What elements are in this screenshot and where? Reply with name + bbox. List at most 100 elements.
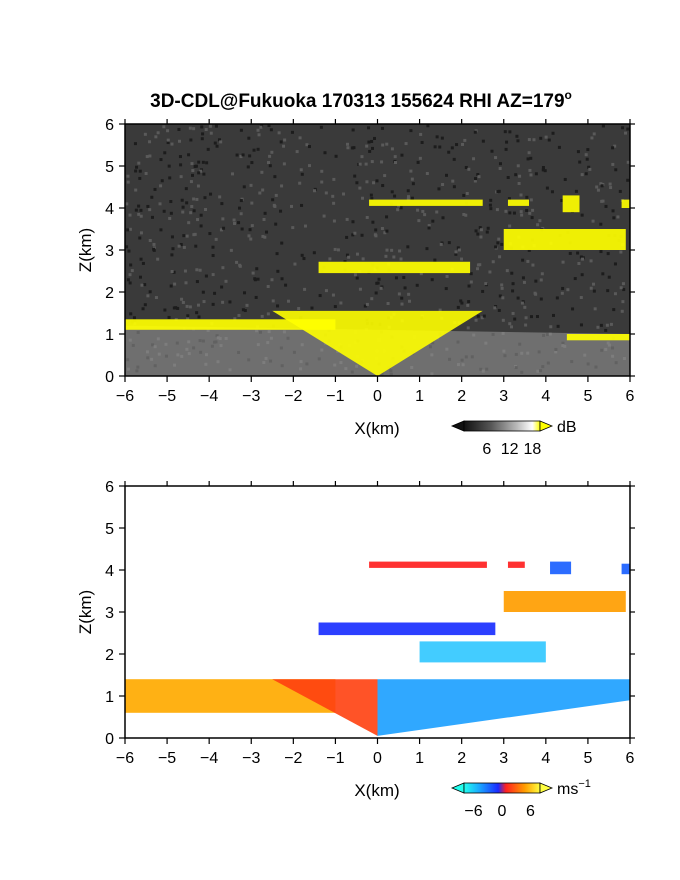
noise-speck (324, 289, 328, 293)
noise-speck (178, 155, 182, 159)
noise-speck (538, 219, 542, 223)
noise-speck (580, 213, 584, 217)
noise-speck (291, 226, 295, 230)
noise-speck (456, 305, 460, 309)
noise-speck (472, 157, 476, 161)
noise-speck (489, 207, 493, 211)
noise-speck (508, 322, 512, 326)
noise-speck (579, 323, 583, 327)
velocity-colorbar-right-arrow (539, 782, 554, 794)
noise-speck (489, 198, 493, 202)
intensity-x-axis-label: X(km) (354, 419, 399, 438)
noise-speck (199, 213, 203, 217)
noise-speck (612, 308, 616, 312)
noise-speck (279, 209, 283, 213)
noise-speck (529, 315, 533, 319)
velocity-echo-layer-7 (507, 561, 525, 568)
velocity-colorbar-unit-base: ms (557, 781, 578, 798)
noise-speck (345, 217, 349, 221)
noise-speck (293, 262, 297, 266)
noise-speck (430, 278, 434, 282)
noise-speck (394, 276, 398, 280)
noise-speck (479, 228, 483, 232)
intensity-x-tick-label: 2 (457, 388, 466, 405)
noise-speck (137, 161, 141, 165)
noise-speck (221, 266, 225, 270)
velocity-y-tick-label: 3 (105, 605, 114, 622)
noise-speck (270, 150, 274, 154)
noise-speck (263, 211, 267, 215)
noise-speck (167, 164, 171, 168)
noise-speck (194, 164, 198, 168)
noise-speck (600, 184, 604, 188)
noise-speck (476, 314, 480, 318)
noise-speck (566, 288, 570, 292)
noise-speck (128, 281, 132, 285)
intensity-x-tick-label: −3 (242, 388, 260, 405)
noise-speck (355, 276, 359, 280)
noise-speck (508, 130, 512, 134)
noise-speck (240, 227, 244, 231)
noise-speck (435, 135, 439, 139)
noise-speck (130, 269, 134, 273)
intensity-echo-layers (125, 195, 630, 376)
noise-speck (351, 128, 355, 132)
noise-speck (276, 269, 280, 273)
noise-speck (270, 278, 274, 282)
noise-speck (162, 125, 166, 129)
noise-speck (497, 308, 501, 312)
noise-speck (433, 258, 437, 262)
noise-speck (473, 179, 477, 183)
noise-speck (346, 146, 350, 150)
noise-speck (473, 130, 477, 134)
noise-speck (205, 161, 209, 165)
noise-speck (524, 323, 528, 327)
noise-speck (152, 248, 156, 252)
noise-speck (390, 190, 394, 194)
noise-speck (549, 325, 553, 329)
intensity-echo-layer-6 (507, 199, 529, 206)
noise-speck (410, 196, 414, 200)
noise-speck (347, 255, 351, 259)
noise-speck (380, 226, 384, 230)
noise-speck (345, 235, 349, 239)
noise-speck (192, 127, 196, 131)
intensity-colorbar-tick-label: 6 (482, 441, 491, 458)
velocity-echo-layer-4 (419, 641, 546, 663)
noise-speck (580, 173, 584, 177)
velocity-x-tick-label: −1 (326, 750, 344, 767)
noise-speck (427, 226, 431, 230)
noise-speck (215, 144, 219, 148)
noise-speck (241, 308, 245, 312)
noise-speck (576, 150, 580, 154)
noise-speck (246, 165, 250, 169)
noise-speck (547, 138, 551, 142)
velocity-x-tick-label: −2 (284, 750, 302, 767)
noise-speck (200, 125, 204, 129)
noise-speck (466, 303, 470, 307)
noise-speck (462, 212, 466, 216)
noise-speck (498, 294, 502, 298)
intensity-y-tick-label: 1 (105, 327, 114, 344)
noise-speck (613, 292, 617, 296)
noise-speck (167, 315, 171, 319)
noise-speck (551, 131, 555, 135)
noise-speck (536, 223, 540, 227)
noise-speck (437, 187, 441, 191)
noise-speck (409, 129, 413, 133)
noise-speck (177, 127, 181, 131)
velocity-echo-cone-1 (272, 679, 378, 736)
noise-speck (370, 197, 374, 201)
noise-speck (280, 241, 284, 245)
velocity-echo-layers (125, 561, 630, 736)
noise-speck (464, 213, 468, 217)
noise-speck (390, 248, 394, 252)
noise-speck (199, 224, 203, 228)
noise-speck (267, 124, 271, 128)
noise-speck (393, 194, 397, 198)
velocity-axis-ticks: −6 −5 −4 −3 −2 −1 0 1 2 3 4 5 6 0 1 2 3 4 5 6 (105, 479, 635, 767)
noise-speck (529, 198, 533, 202)
noise-speck (423, 213, 427, 217)
noise-speck (374, 234, 378, 238)
noise-speck (128, 227, 132, 231)
